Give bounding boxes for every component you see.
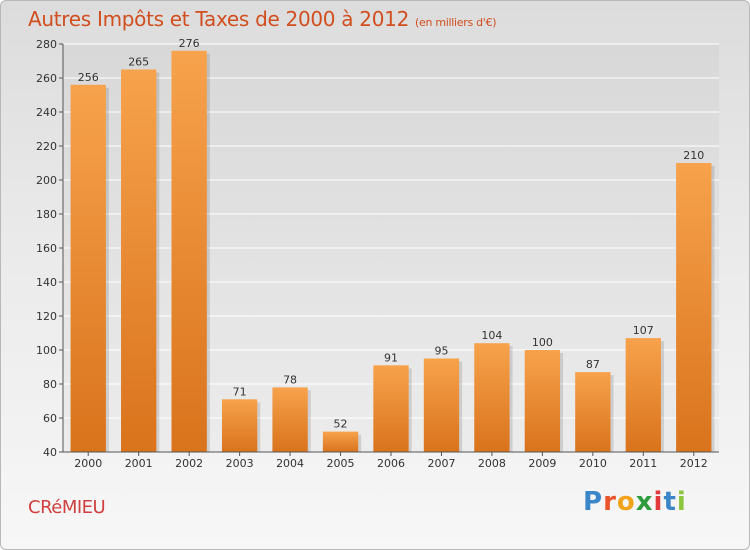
y-tick-label: 220 <box>36 140 57 153</box>
x-tick-label: 2011 <box>629 457 657 470</box>
bar <box>575 372 611 452</box>
y-tick-label: 140 <box>36 276 57 289</box>
y-tick-label: 120 <box>36 310 57 323</box>
bar-value-label: 100 <box>532 336 553 349</box>
y-tick-label: 80 <box>43 378 57 391</box>
bar <box>121 69 157 452</box>
logo-letter: i <box>676 487 687 517</box>
x-tick-label: 2007 <box>427 457 455 470</box>
bar <box>322 431 359 452</box>
commune-name: CRéMIEU <box>28 497 106 518</box>
x-tick-label: 2006 <box>377 457 405 470</box>
x-tick-label: 2009 <box>528 457 556 470</box>
x-tick-label: 2012 <box>680 457 708 470</box>
bar-value-label: 91 <box>384 351 398 364</box>
y-tick-label: 280 <box>36 38 57 51</box>
bar <box>474 343 510 452</box>
logo-letter: t <box>663 487 677 517</box>
bar-value-label: 104 <box>481 329 502 342</box>
bar-value-label: 210 <box>683 149 704 162</box>
bar-value-label: 87 <box>586 358 600 371</box>
x-tick-label: 2002 <box>175 457 203 470</box>
chart-title-text: Autres Impôts et Taxes de 2000 à 2012 <box>28 7 409 31</box>
bar <box>423 358 460 452</box>
bar-value-label: 52 <box>334 418 348 431</box>
y-tick-label: 40 <box>43 446 57 459</box>
y-tick-label: 100 <box>36 344 57 357</box>
proxiti-logo: Proxiti <box>583 487 687 517</box>
y-tick-label: 240 <box>36 106 57 119</box>
x-tick-label: 2004 <box>276 457 304 470</box>
y-tick-label: 180 <box>36 208 57 221</box>
bar <box>625 338 661 452</box>
logo-letter: P <box>583 487 604 517</box>
bar <box>70 84 106 453</box>
bar <box>221 399 258 452</box>
bar <box>524 350 561 452</box>
y-tick-label: 260 <box>36 72 57 85</box>
y-tick-label: 60 <box>43 412 57 425</box>
logo-letter: r <box>603 487 617 517</box>
x-tick-label: 2000 <box>74 457 102 470</box>
bar <box>373 365 409 452</box>
bar-value-label: 107 <box>633 324 654 337</box>
bar <box>676 163 712 452</box>
bar <box>171 50 207 453</box>
y-tick-label: 160 <box>36 242 57 255</box>
bar-value-label: 256 <box>78 71 99 84</box>
bar-value-label: 276 <box>179 37 200 50</box>
chart-unit: (en milliers d'€) <box>415 16 497 29</box>
x-tick-label: 2010 <box>579 457 607 470</box>
bar-value-label: 78 <box>283 373 297 386</box>
y-tick-label: 200 <box>36 174 57 187</box>
logo-letter: i <box>653 487 664 517</box>
bar <box>272 387 308 452</box>
x-tick-label: 2001 <box>125 457 153 470</box>
bar-value-label: 265 <box>128 56 149 69</box>
x-tick-label: 2003 <box>226 457 254 470</box>
logo-letter: o <box>616 487 636 517</box>
x-tick-label: 2008 <box>478 457 506 470</box>
bar-value-label: 95 <box>434 345 448 358</box>
chart-title: Autres Impôts et Taxes de 2000 à 2012 (en… <box>28 7 496 31</box>
x-tick-label: 2005 <box>327 457 355 470</box>
bar-value-label: 71 <box>233 385 247 398</box>
logo-letter: x <box>635 487 654 517</box>
